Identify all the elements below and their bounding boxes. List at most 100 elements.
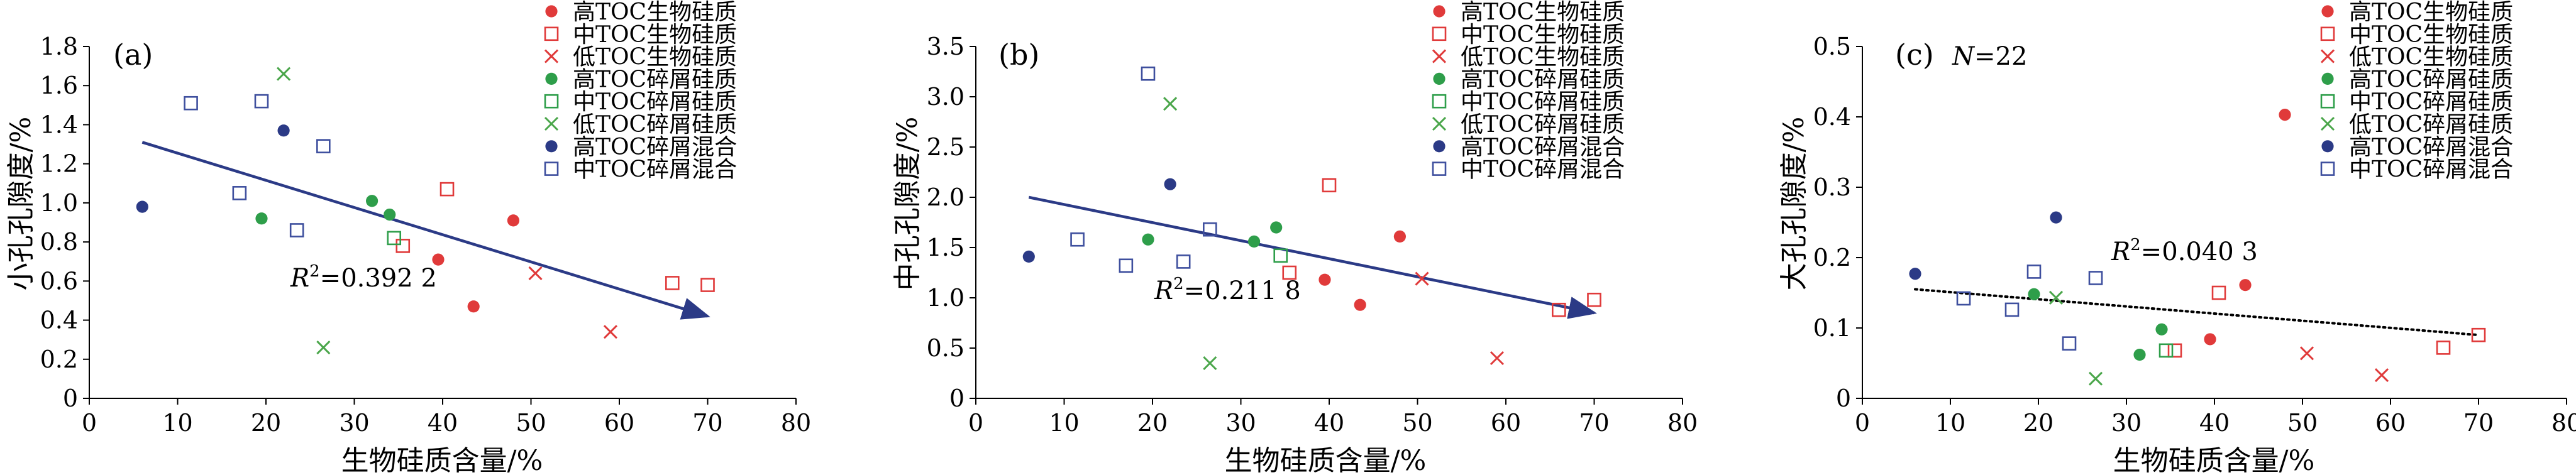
data-point — [1142, 233, 1154, 246]
x-tick-label: 60 — [2375, 409, 2406, 437]
trend-arrow — [141, 141, 710, 320]
data-point — [432, 253, 445, 266]
cross-stroke — [316, 341, 331, 355]
cross-stroke — [1432, 49, 1447, 63]
panel-a: 小孔孔隙度/% 生物硅质含量/% (a) R2=0.392 2 0 10 20 30 4… — [5, 0, 811, 475]
data-point — [277, 124, 290, 137]
legend-label: 高TOC碎屑混合 — [573, 134, 737, 160]
legend-label: 中TOC生物硅质 — [2349, 22, 2513, 48]
data-point — [136, 200, 148, 213]
y-tick-label: 2.0 — [927, 183, 965, 211]
data-point — [700, 278, 715, 292]
panel-c-r2-symbol: R — [2111, 237, 2130, 266]
data-point — [254, 94, 269, 109]
y-tick-label: 0.1 — [1813, 314, 1851, 342]
data-point — [1587, 292, 1601, 307]
legend-marker — [2321, 140, 2334, 153]
y-tick-label: 1.6 — [40, 72, 78, 99]
y-tick-label: 2.5 — [927, 133, 965, 161]
panel-c-xlabel: 生物硅质含量/% — [2113, 445, 2315, 475]
legend-label: 中TOC生物硅质 — [1461, 22, 1625, 48]
legend-marker — [1432, 161, 1447, 176]
panel-c-n-label: N=22 — [1952, 42, 2027, 71]
cross-stroke — [1203, 356, 1217, 371]
trend-line-dotted — [1914, 288, 2480, 337]
data-point — [2088, 271, 2103, 285]
data-point — [395, 239, 411, 253]
legend-marker — [545, 140, 558, 153]
data-point — [2279, 109, 2291, 121]
panel-b-r2-symbol: R — [1154, 276, 1173, 305]
y-tick-label: 0.4 — [40, 307, 78, 334]
x-tick-label: 0 — [1855, 409, 1870, 437]
x-tick-label: 40 — [2199, 409, 2230, 437]
legend-marker — [1432, 26, 1447, 41]
y-tick-label: 0 — [949, 385, 965, 412]
data-point — [1273, 248, 1288, 263]
cross-stroke — [2299, 346, 2314, 361]
data-point — [2159, 343, 2174, 358]
legend: 高TOC生物硅质中TOC生物硅质低TOC生物硅质高TOC碎屑硅质中TOC碎屑硅质… — [1432, 0, 1625, 183]
legend-marker — [1433, 72, 1446, 85]
legend-label: 中TOC碎屑混合 — [1461, 157, 1625, 183]
x-tick-label: 80 — [1667, 409, 1698, 437]
data-point — [2155, 323, 2168, 336]
panel-c: 大孔孔隙度/% 生物硅质含量/% (c) N=22 R2=0.040 3 0 10… — [1778, 0, 2576, 475]
data-point — [2026, 265, 2042, 279]
legend-marker — [1432, 116, 1447, 131]
trend-arrow — [1028, 195, 1597, 319]
panel-c-r2-exponent: 2 — [2130, 236, 2141, 254]
y-tick-label: 0.6 — [40, 267, 78, 295]
x-tick-label: 40 — [1314, 409, 1344, 437]
x-tick-label: 70 — [1579, 409, 1609, 437]
legend-label: 低TOC碎屑硅质 — [2349, 112, 2513, 138]
y-tick-label: 1.0 — [927, 284, 965, 312]
panel-c-ylabel: 大孔孔隙度/% — [1778, 117, 1810, 291]
x-tick-label: 30 — [2111, 409, 2142, 437]
panel-c-n-value: =22 — [1974, 42, 2027, 71]
data-point — [1909, 268, 1921, 280]
legend-marker — [544, 26, 559, 41]
cross-stroke — [603, 325, 618, 339]
x-tick-label: 50 — [516, 409, 546, 437]
data-point — [2436, 341, 2451, 355]
data-point — [2004, 302, 2020, 317]
x-tick-label: 10 — [1935, 409, 1965, 437]
cross-stroke — [2088, 371, 2103, 386]
legend-marker — [545, 72, 558, 85]
legend-marker — [2320, 161, 2335, 176]
data-point — [2088, 371, 2103, 386]
panel-a-r2-value: =0.392 2 — [320, 264, 437, 293]
x-tick-label: 60 — [1491, 409, 1521, 437]
data-point — [1176, 254, 1191, 269]
cross-stroke — [2320, 116, 2335, 131]
panel-b-r2-annotation: R2=0.211 8 — [1154, 275, 1301, 305]
panel-b-xlabel: 生物硅质含量/% — [1225, 445, 1427, 475]
data-point — [1141, 66, 1156, 81]
x-tick-label: 50 — [2287, 409, 2318, 437]
legend-label: 高TOC生物硅质 — [1461, 0, 1625, 25]
legend-label: 高TOC生物硅质 — [573, 0, 737, 25]
data-point — [2062, 336, 2077, 351]
y-tick-label: 0.5 — [1813, 33, 1851, 60]
data-point — [1354, 298, 1366, 311]
data-point — [528, 266, 543, 280]
panel-a-label: (a) — [113, 38, 153, 72]
cross-stroke — [528, 266, 543, 280]
data-point — [255, 212, 268, 225]
panel-a-r2-exponent: 2 — [309, 262, 320, 281]
data-point — [2048, 290, 2064, 305]
legend-label: 低TOC生物硅质 — [1461, 45, 1625, 70]
data-point — [2050, 211, 2062, 224]
y-tick-label: 0.2 — [1813, 244, 1851, 271]
panel-c-label: (c) — [1895, 38, 1934, 72]
data-point — [467, 300, 480, 313]
data-point — [1552, 302, 1566, 317]
x-tick-label: 80 — [2551, 409, 2576, 437]
data-point — [2239, 279, 2252, 292]
x-tick-label: 80 — [781, 409, 811, 437]
data-point — [665, 276, 680, 290]
legend-label: 高TOC碎屑混合 — [1461, 134, 1625, 160]
legend-marker — [544, 116, 559, 131]
